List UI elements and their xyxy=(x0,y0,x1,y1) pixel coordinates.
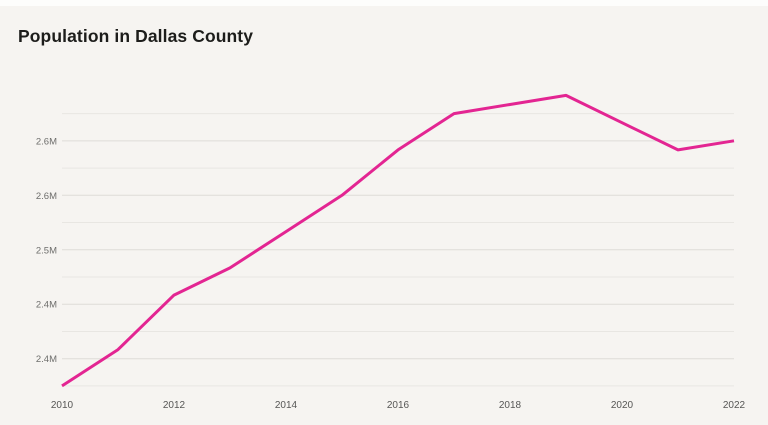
y-axis-tick-label: 2.5M xyxy=(36,245,57,256)
x-axis-tick-label: 2012 xyxy=(163,400,186,411)
x-axis-tick-label: 2020 xyxy=(611,400,634,411)
x-axis-tick-label: 2010 xyxy=(51,400,74,411)
population-line-series xyxy=(61,93,735,388)
chart-title: Population in Dallas County xyxy=(18,26,254,46)
y-axis-tick-label: 2.4M xyxy=(36,300,57,311)
x-axis-tick-label: 2022 xyxy=(723,400,746,411)
x-axis-tick-label: 2014 xyxy=(275,400,298,411)
y-axis-tick-label: 2.4M xyxy=(36,354,57,365)
y-axis-tick-label: 2.6M xyxy=(36,136,57,147)
y-axis-tick-label: 2.6M xyxy=(36,191,57,202)
top-strip xyxy=(0,0,768,6)
x-axis-tick-label: 2016 xyxy=(387,400,410,411)
x-axis-tick-label: 2018 xyxy=(499,400,522,411)
